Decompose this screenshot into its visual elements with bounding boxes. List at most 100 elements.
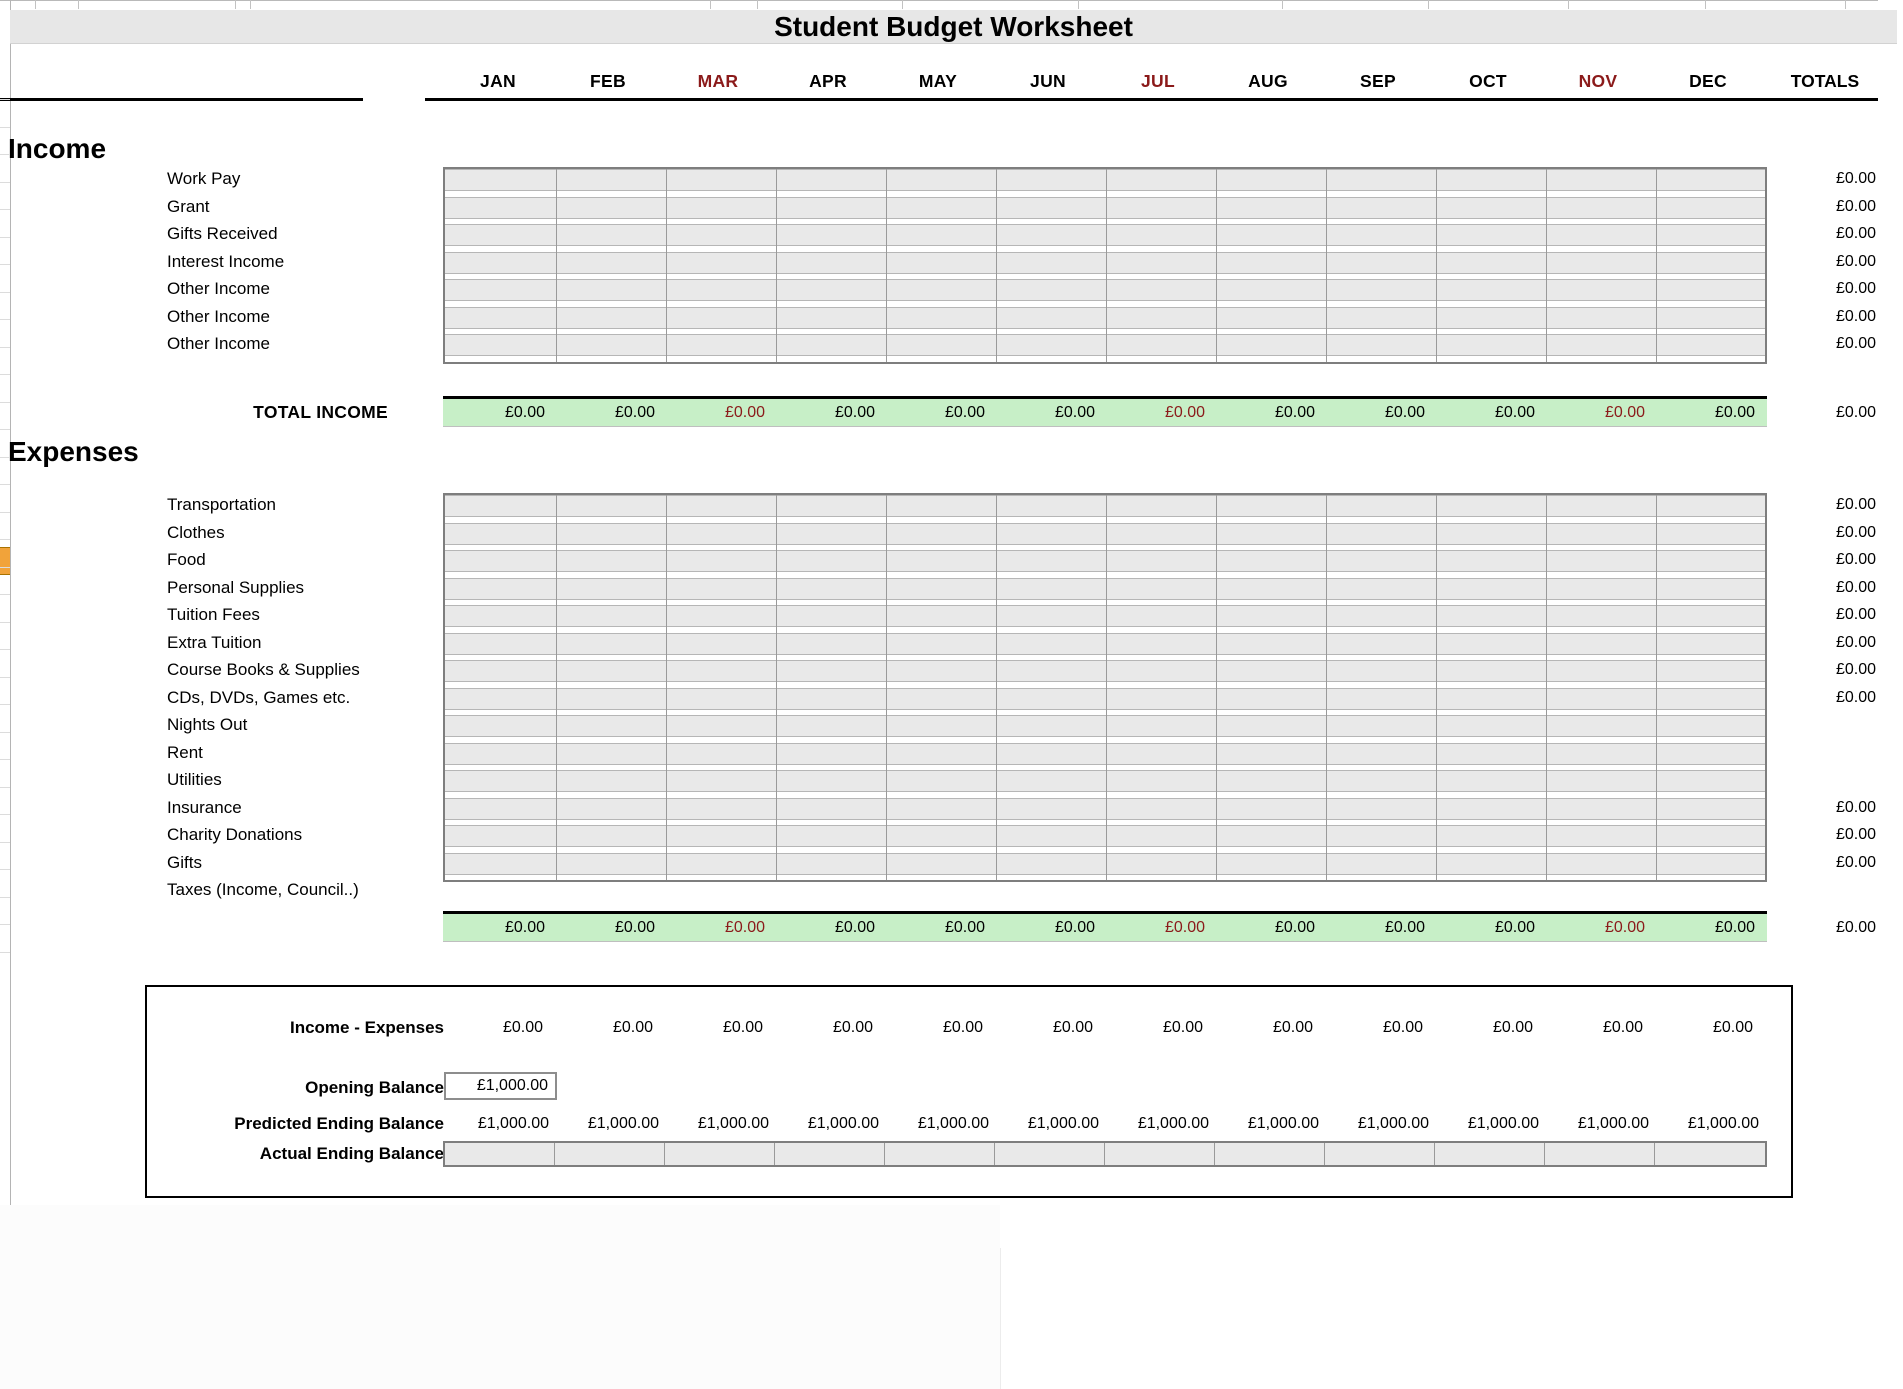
cell[interactable] (1325, 770, 1435, 792)
cell[interactable] (885, 770, 995, 792)
cell[interactable] (555, 742, 665, 765)
cell[interactable] (775, 196, 885, 219)
cell[interactable] (555, 1143, 665, 1165)
cell[interactable] (1435, 577, 1545, 600)
cell[interactable] (885, 495, 995, 517)
cell[interactable] (1435, 825, 1545, 847)
cell[interactable] (1325, 522, 1435, 545)
cell[interactable] (555, 224, 665, 246)
cell[interactable] (1435, 224, 1545, 246)
cell[interactable] (1325, 742, 1435, 765)
cell[interactable] (1105, 577, 1215, 600)
cell[interactable] (1545, 742, 1655, 765)
cell[interactable] (775, 715, 885, 737)
cell[interactable] (1545, 660, 1655, 682)
cell[interactable] (1435, 1143, 1545, 1165)
cell[interactable] (665, 224, 775, 246)
cell[interactable] (885, 742, 995, 765)
cell[interactable] (665, 522, 775, 545)
cell[interactable] (1545, 251, 1655, 274)
cell[interactable] (445, 632, 555, 655)
cell[interactable] (445, 196, 555, 219)
cell[interactable] (555, 169, 665, 191)
cell[interactable] (775, 632, 885, 655)
cell[interactable] (885, 715, 995, 737)
cell[interactable] (665, 687, 775, 710)
cell[interactable] (1325, 660, 1435, 682)
cell[interactable] (555, 279, 665, 301)
cell[interactable] (1215, 1143, 1325, 1165)
cell[interactable] (1655, 632, 1765, 655)
cell[interactable] (1215, 169, 1325, 191)
cell[interactable] (1435, 797, 1545, 820)
cell[interactable] (665, 495, 775, 517)
cell[interactable] (1325, 825, 1435, 847)
cell[interactable] (1545, 169, 1655, 191)
cell[interactable] (665, 251, 775, 274)
cell[interactable] (1435, 196, 1545, 219)
cell[interactable] (1325, 306, 1435, 329)
cell[interactable] (665, 169, 775, 191)
cell[interactable] (775, 770, 885, 792)
cell[interactable] (885, 1143, 995, 1165)
cell[interactable] (1435, 660, 1545, 682)
cell[interactable] (995, 306, 1105, 329)
cell[interactable] (1435, 770, 1545, 792)
cell[interactable] (885, 660, 995, 682)
cell[interactable] (445, 224, 555, 246)
cell[interactable] (1655, 770, 1765, 792)
cell[interactable] (555, 196, 665, 219)
cell[interactable] (1545, 224, 1655, 246)
cell[interactable] (555, 797, 665, 820)
cell[interactable] (665, 196, 775, 219)
cell[interactable] (1325, 196, 1435, 219)
cell[interactable] (555, 495, 665, 517)
cell[interactable] (445, 522, 555, 545)
cell[interactable] (995, 577, 1105, 600)
cell[interactable] (1105, 825, 1215, 847)
cell[interactable] (1545, 605, 1655, 627)
cell[interactable] (1545, 334, 1655, 356)
cell[interactable] (1105, 169, 1215, 191)
cell[interactable] (1105, 251, 1215, 274)
cell[interactable] (1215, 279, 1325, 301)
cell[interactable] (555, 550, 665, 572)
cell[interactable] (775, 825, 885, 847)
cell[interactable] (1105, 770, 1215, 792)
cell[interactable] (555, 852, 665, 875)
cell[interactable] (995, 196, 1105, 219)
cell[interactable] (1215, 770, 1325, 792)
cell[interactable] (555, 577, 665, 600)
cell[interactable] (1435, 715, 1545, 737)
cell[interactable] (665, 577, 775, 600)
cell[interactable] (775, 334, 885, 356)
cell[interactable] (885, 251, 995, 274)
cell[interactable] (1215, 632, 1325, 655)
cell[interactable] (995, 495, 1105, 517)
cell[interactable] (665, 279, 775, 301)
cell[interactable] (665, 1143, 775, 1165)
cell[interactable] (1655, 797, 1765, 820)
cell[interactable] (1545, 577, 1655, 600)
cell[interactable] (775, 495, 885, 517)
cell[interactable] (995, 770, 1105, 792)
cell[interactable] (775, 224, 885, 246)
cell[interactable] (1105, 550, 1215, 572)
cell[interactable] (445, 550, 555, 572)
cell[interactable] (995, 632, 1105, 655)
cell[interactable] (665, 825, 775, 847)
cell[interactable] (1215, 495, 1325, 517)
cell[interactable] (555, 334, 665, 356)
cell[interactable] (775, 550, 885, 572)
cell[interactable] (995, 224, 1105, 246)
cell[interactable] (885, 169, 995, 191)
cell[interactable] (1545, 1143, 1655, 1165)
cell[interactable] (1105, 852, 1215, 875)
cell[interactable] (555, 306, 665, 329)
cell[interactable] (555, 251, 665, 274)
cell[interactable] (995, 660, 1105, 682)
cell[interactable] (665, 852, 775, 875)
cell[interactable] (445, 715, 555, 737)
cell[interactable] (1545, 715, 1655, 737)
cell[interactable] (445, 279, 555, 301)
